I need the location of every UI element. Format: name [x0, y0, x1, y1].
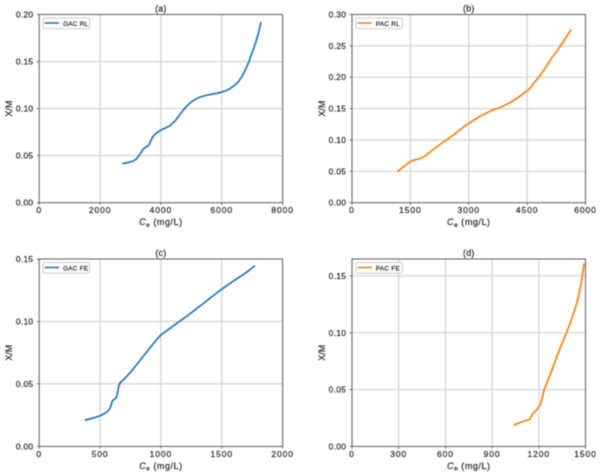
- svg-text:(c): (c): [155, 248, 166, 258]
- svg-text:0.05: 0.05: [16, 379, 34, 389]
- svg-text:0: 0: [36, 449, 42, 459]
- svg-text:8000: 8000: [271, 205, 294, 215]
- svg-text:600: 600: [437, 449, 454, 459]
- svg-text:0.15: 0.15: [329, 271, 347, 281]
- svg-text:0.05: 0.05: [329, 385, 347, 395]
- svg-text:0.15: 0.15: [16, 57, 34, 67]
- svg-text:Ce (mg/L): Ce (mg/L): [139, 461, 183, 473]
- svg-text:0.20: 0.20: [16, 10, 34, 20]
- svg-text:1000: 1000: [150, 449, 173, 459]
- svg-text:4500: 4500: [516, 205, 539, 215]
- svg-text:2000: 2000: [89, 205, 112, 215]
- svg-text:0.05: 0.05: [16, 151, 34, 161]
- svg-text:PAC RL: PAC RL: [376, 21, 400, 28]
- svg-text:(b): (b): [463, 3, 475, 13]
- svg-text:0: 0: [349, 449, 355, 459]
- svg-text:6000: 6000: [211, 205, 234, 215]
- svg-text:Ce (mg/L): Ce (mg/L): [139, 217, 183, 229]
- svg-text:(a): (a): [155, 3, 167, 13]
- svg-text:6000: 6000: [574, 205, 597, 215]
- svg-text:0.30: 0.30: [329, 10, 347, 20]
- svg-text:0.10: 0.10: [329, 135, 347, 145]
- svg-text:X/M: X/M: [4, 101, 14, 117]
- svg-text:0.15: 0.15: [329, 104, 347, 114]
- svg-text:500: 500: [92, 449, 109, 459]
- svg-text:X/M: X/M: [317, 345, 327, 361]
- svg-text:0.10: 0.10: [329, 328, 347, 338]
- svg-text:300: 300: [390, 449, 407, 459]
- svg-text:0.20: 0.20: [329, 72, 347, 82]
- svg-text:0.10: 0.10: [16, 317, 34, 327]
- svg-text:X/M: X/M: [317, 101, 327, 117]
- svg-text:Ce (mg/L): Ce (mg/L): [447, 217, 491, 229]
- svg-text:GAC RL: GAC RL: [63, 21, 88, 28]
- svg-text:0.00: 0.00: [329, 441, 347, 451]
- svg-text:1200: 1200: [528, 449, 551, 459]
- svg-text:(d): (d): [463, 248, 475, 258]
- svg-text:X/M: X/M: [4, 345, 14, 361]
- svg-text:1500: 1500: [574, 449, 597, 459]
- svg-text:Ce (mg/L): Ce (mg/L): [447, 461, 491, 473]
- svg-text:0.10: 0.10: [16, 104, 34, 114]
- svg-text:0: 0: [36, 205, 42, 215]
- svg-text:4000: 4000: [150, 205, 173, 215]
- svg-text:3000: 3000: [458, 205, 481, 215]
- svg-text:0: 0: [349, 205, 355, 215]
- svg-text:0.25: 0.25: [329, 41, 347, 51]
- svg-text:GAC FE: GAC FE: [63, 266, 88, 273]
- svg-text:0.00: 0.00: [16, 198, 34, 208]
- svg-text:900: 900: [484, 449, 501, 459]
- svg-text:0.00: 0.00: [329, 198, 347, 208]
- svg-text:2000: 2000: [271, 449, 294, 459]
- svg-text:1500: 1500: [211, 449, 234, 459]
- svg-text:0.05: 0.05: [329, 166, 347, 176]
- svg-text:1500: 1500: [399, 205, 422, 215]
- svg-text:0.00: 0.00: [16, 441, 34, 451]
- svg-text:PAC FE: PAC FE: [376, 266, 400, 273]
- svg-text:0.15: 0.15: [16, 254, 34, 264]
